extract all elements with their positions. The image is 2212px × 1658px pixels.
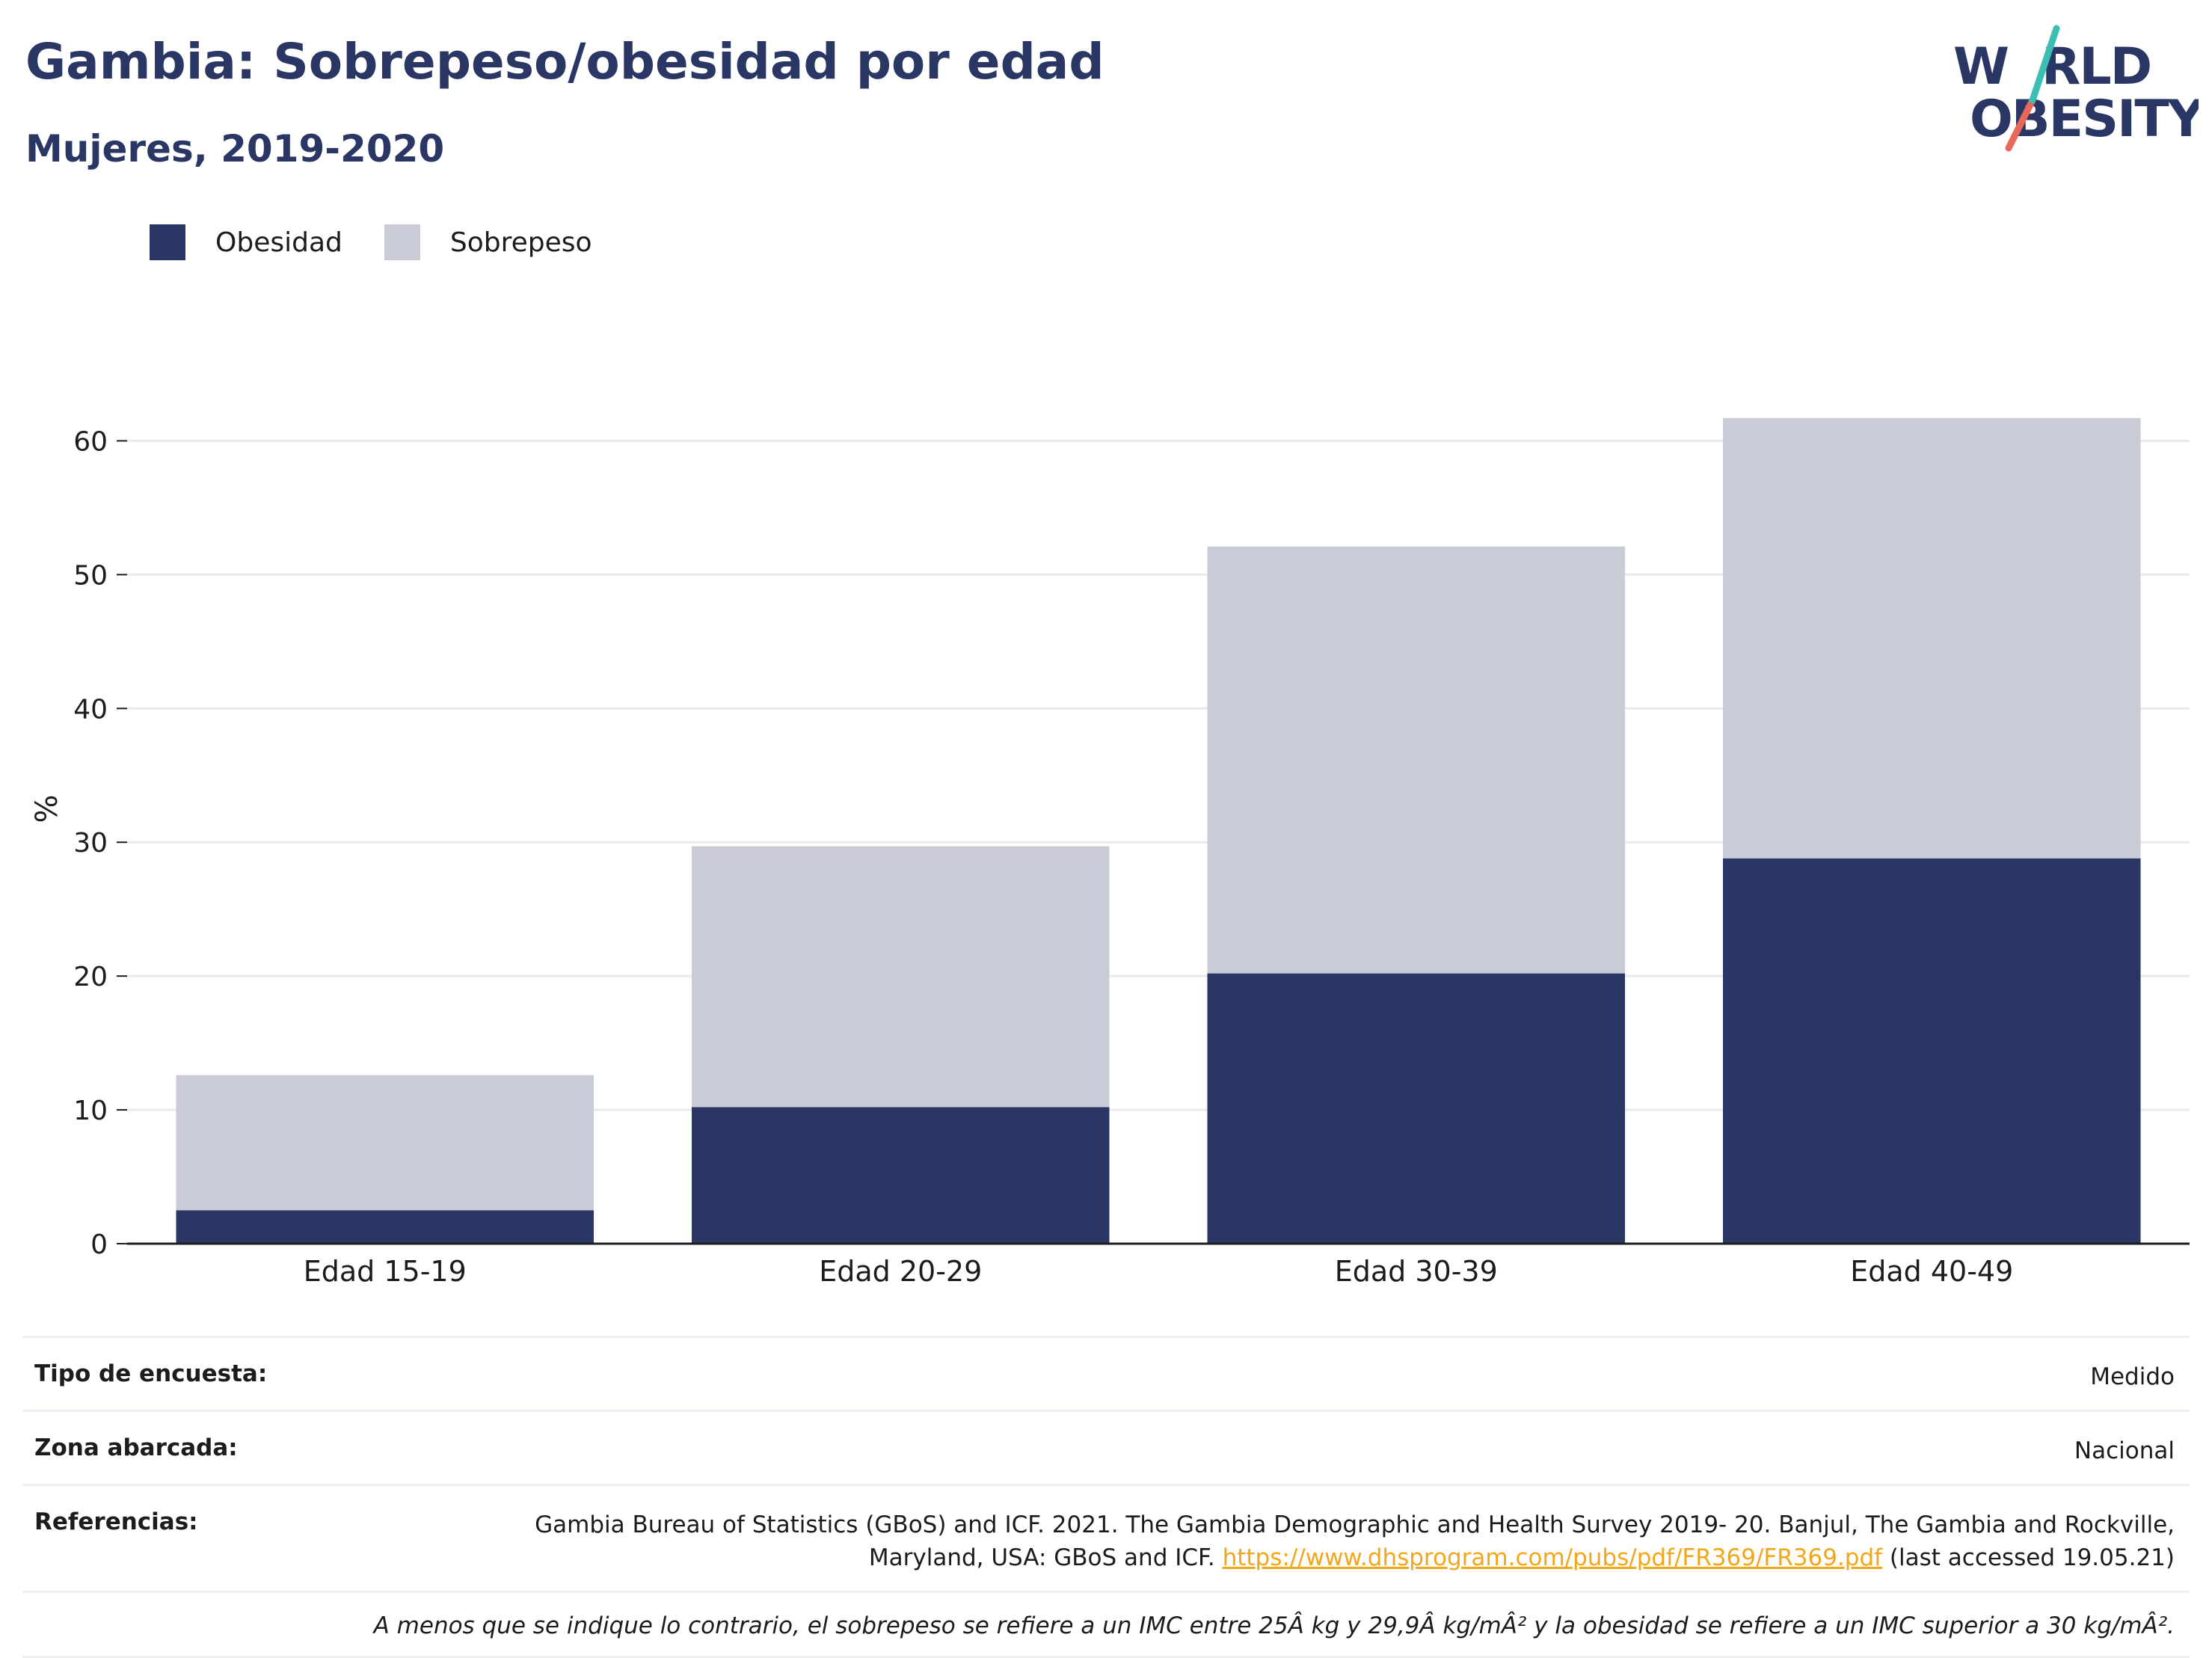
references-link[interactable]: https://www.dhsprogram.com/pubs/pdf/FR36… [1222, 1544, 1883, 1571]
x-category-label: Edad 30-39 [1335, 1255, 1498, 1286]
legend-swatch-obesity [150, 224, 185, 260]
y-tick-label: 10 [73, 1096, 108, 1126]
references-text: Gambia Bureau of Statistics (GBoS) and I… [535, 1511, 2175, 1571]
x-category-label: Edad 20-29 [819, 1255, 982, 1286]
svg-text:RLD: RLD [2042, 37, 2151, 96]
y-tick-label: 60 [73, 426, 108, 457]
svg-text:W: W [1953, 37, 2008, 96]
y-tick-label: 30 [73, 828, 108, 859]
chart-legend: Obesidad Sobrepeso [150, 221, 634, 263]
bar-overweight [1723, 418, 2141, 859]
page-title: Gambia: Sobrepeso/obesidad por edad [25, 33, 1105, 90]
bar-obesity [1723, 858, 2141, 1244]
y-tick-label: 40 [73, 694, 108, 725]
legend-label-overweight: Sobrepeso [449, 227, 592, 258]
bar-overweight [1207, 546, 1625, 974]
bar-obesity [692, 1107, 1110, 1244]
bar-obesity [176, 1210, 594, 1244]
world-obesity-logo: W RLD OBESITY [1953, 25, 2199, 152]
svg-text:OBESITY: OBESITY [1970, 90, 2199, 149]
page-subtitle: Mujeres, 2019-2020 [25, 127, 445, 171]
bar-overweight [692, 846, 1110, 1108]
y-tick-label: 20 [73, 962, 108, 992]
x-category-label: Edad 40-49 [1850, 1255, 2013, 1286]
definition-note: A menos que se indique lo contrario, el … [22, 1591, 2190, 1658]
info-row-area: Zona abarcada: Nacional [22, 1410, 2190, 1484]
legend-swatch-overweight [384, 224, 420, 260]
survey-type-label: Tipo de encuesta: [34, 1360, 268, 1387]
references-label: Referencias: [34, 1508, 198, 1535]
legend-label-obesity: Obesidad [215, 227, 342, 258]
x-category-label: Edad 15-19 [304, 1255, 467, 1286]
info-row-references: Referencias: Gambia Bureau of Statistics… [22, 1484, 2190, 1591]
survey-type-value: Medido [2090, 1363, 2175, 1390]
references-accessed: (last accessed 19.05.21) [1889, 1544, 2175, 1571]
survey-info-table: Tipo de encuesta: Medido Zona abarcada: … [22, 1336, 2190, 1658]
area-value: Nacional [2074, 1437, 2175, 1464]
y-tick-label: 0 [90, 1229, 108, 1260]
bar-obesity [1207, 973, 1625, 1244]
y-tick-label: 50 [73, 560, 108, 591]
stacked-bar-chart: 0 10 20 30 40 50 60% Edad 15-19 Edad 20-29 Edad 3… [30, 418, 2190, 1286]
legend-item-overweight[interactable]: Sobrepeso [384, 224, 592, 260]
references-value: Gambia Bureau of Statistics (GBoS) and I… [455, 1508, 2175, 1574]
bar-overweight [176, 1075, 594, 1211]
area-label: Zona abarcada: [34, 1434, 238, 1461]
legend-item-obesity[interactable]: Obesidad [150, 224, 342, 260]
info-row-survey-type: Tipo de encuesta: Medido [22, 1336, 2190, 1410]
y-axis-label: % [30, 794, 64, 823]
